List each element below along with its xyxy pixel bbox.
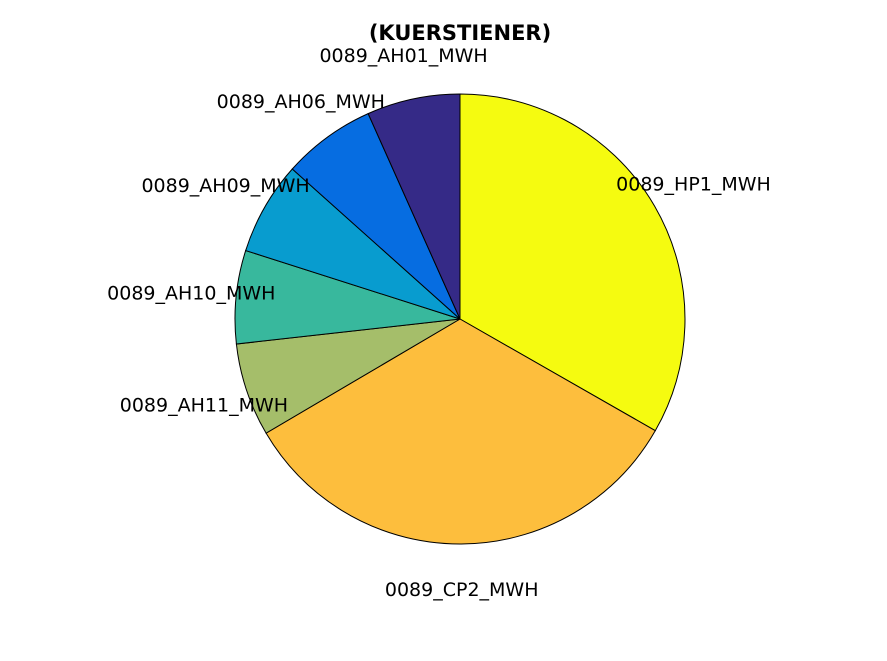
pie-labels: 0089_HP1_MWH 0089_CP2_MWH 0089_AH11_MWH 008… <box>107 45 771 601</box>
pie-label-0: 0089_HP1_MWH <box>616 174 771 196</box>
pie-label-5: 0089_AH06_MWH <box>217 91 385 113</box>
pie-label-1: 0089_CP2_MWH <box>385 579 539 601</box>
chart-title: (KUERSTIENER) <box>369 21 551 45</box>
pie-slices <box>234 93 686 545</box>
pie-label-2: 0089_AH11_MWH <box>120 394 288 416</box>
pie-label-3: 0089_AH10_MWH <box>107 282 275 304</box>
pie-slice-1 <box>265 318 657 545</box>
pie-slice-0 <box>459 93 686 432</box>
pie-label-4: 0089_AH09_MWH <box>141 175 309 197</box>
pie-label-6: 0089_AH01_MWH <box>319 45 487 67</box>
pie-slice-6 <box>367 93 461 320</box>
